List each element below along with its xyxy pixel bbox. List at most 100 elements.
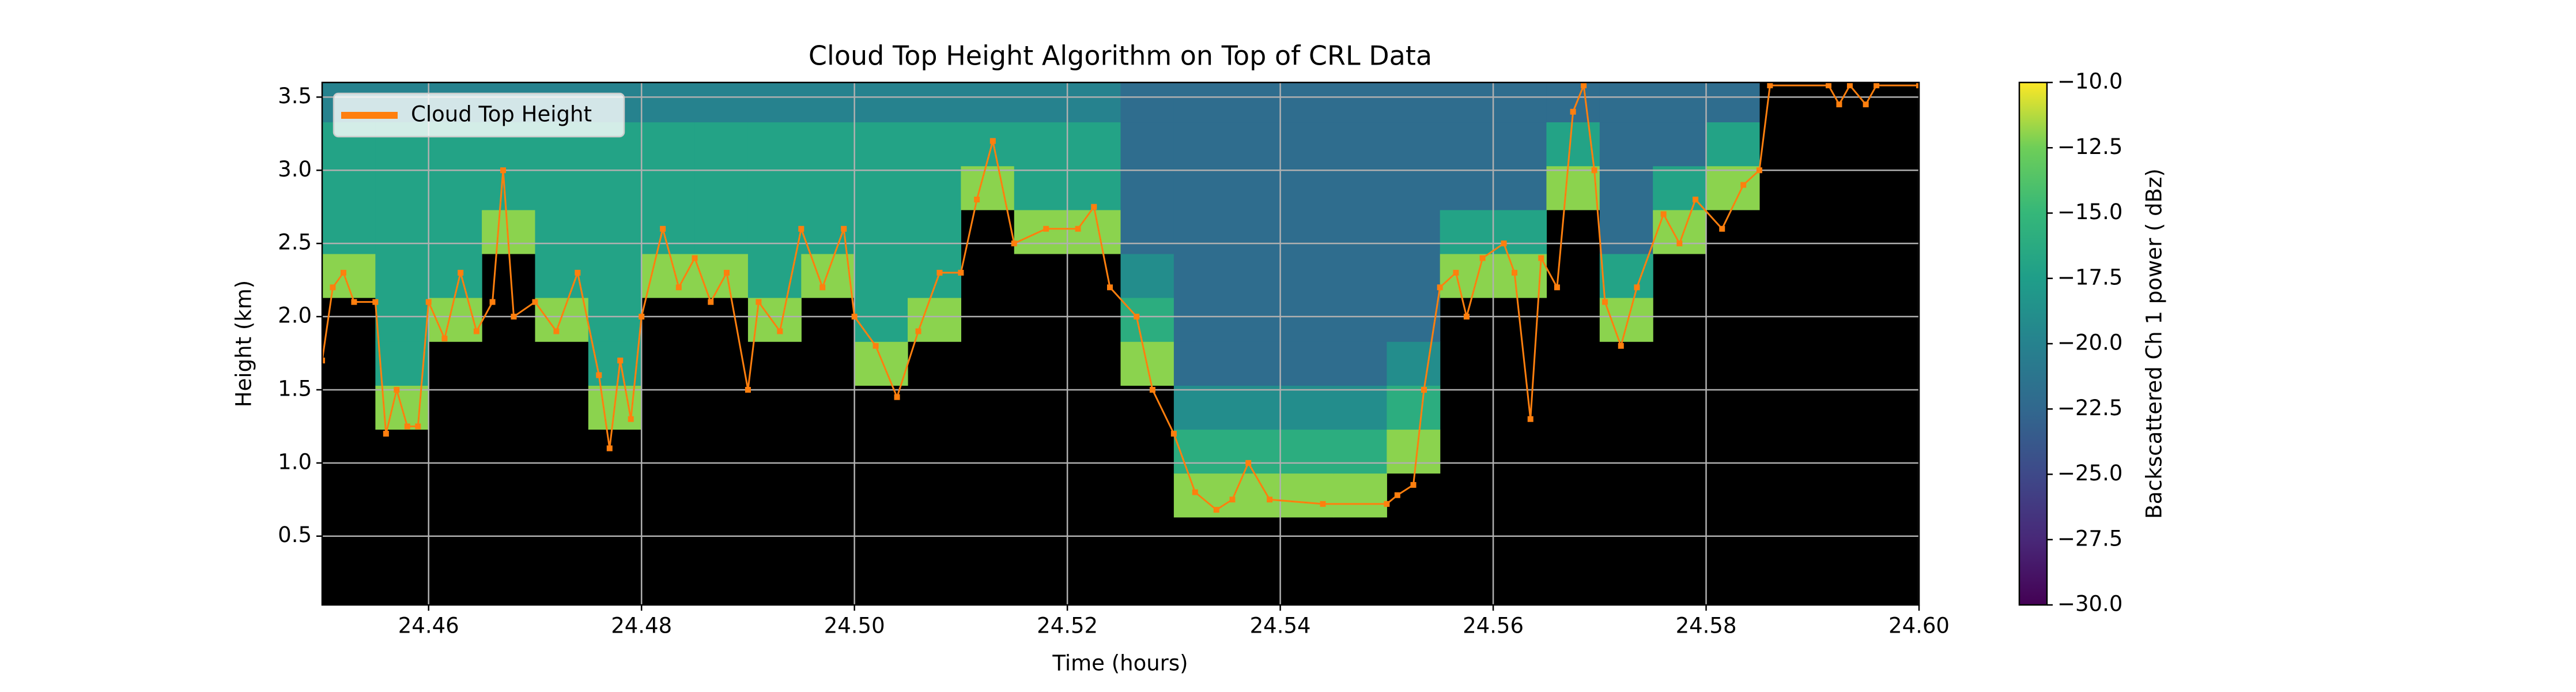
heatmap-cell — [854, 122, 908, 167]
y-tick-label: 1.5 — [278, 376, 312, 401]
series-marker — [1916, 82, 1919, 89]
heatmap-cell — [1014, 82, 1068, 123]
heatmap-cell — [1280, 473, 1334, 518]
heatmap-cell — [1440, 253, 1494, 298]
heatmap-cell — [375, 253, 429, 298]
series-marker — [596, 372, 602, 378]
heatmap-cell — [1599, 209, 1653, 254]
heatmap-cell — [641, 82, 696, 123]
series-marker — [1394, 492, 1400, 498]
x-tick-label: 24.46 — [398, 614, 459, 638]
series-marker — [628, 416, 634, 422]
heatmap-cell — [1440, 122, 1494, 167]
series-marker — [851, 314, 858, 320]
colorbar-tick-label: −20.0 — [2057, 330, 2122, 355]
colorbar-tick-label: −30.0 — [2057, 592, 2122, 616]
series-marker — [415, 423, 421, 430]
colorbar-tick-label: −22.5 — [2057, 396, 2122, 420]
x-tick-label: 24.48 — [611, 614, 672, 638]
y-tick-label: 3.5 — [278, 84, 312, 108]
y-tick-label: 0.5 — [278, 522, 312, 547]
heatmap-cell — [801, 122, 855, 167]
series-marker — [1693, 197, 1699, 203]
heatmap-cell — [1014, 122, 1068, 167]
colorbar-tick-label: −25.0 — [2057, 461, 2122, 486]
heatmap-cell — [1120, 82, 1174, 123]
heatmap-cell — [1280, 253, 1334, 298]
heatmap-cell — [1280, 298, 1334, 342]
heatmap-cell — [1493, 253, 1547, 298]
heatmap-cell — [854, 82, 908, 123]
heatmap-cell — [588, 298, 642, 342]
heatmap-cell — [1546, 122, 1600, 167]
series-marker — [777, 328, 783, 334]
heatmap-cell — [908, 298, 961, 342]
heatmap-cell — [1067, 82, 1121, 123]
series-marker — [1874, 82, 1880, 89]
chart-title: Cloud Top Height Algorithm on Top of CRL… — [809, 40, 1432, 72]
heatmap-cell — [1227, 473, 1281, 518]
heatmap-cell — [1387, 298, 1441, 342]
heatmap-cell — [641, 166, 696, 210]
series-marker — [1011, 240, 1017, 247]
heatmap-cell — [1280, 166, 1334, 210]
heatmap-cell — [854, 298, 908, 342]
heatmap-cell — [1227, 341, 1281, 386]
heatmap-cell — [1387, 166, 1441, 210]
heatmap-cell — [747, 122, 802, 167]
heatmap-cell — [747, 253, 802, 298]
series-marker — [1554, 284, 1560, 291]
heatmap-cell — [588, 166, 642, 210]
series-marker — [1501, 240, 1507, 247]
heatmap-cell — [1067, 166, 1121, 210]
heatmap-cell — [375, 209, 429, 254]
heatmap-cell — [1493, 166, 1547, 210]
x-axis-label: Time (hours) — [1052, 651, 1188, 676]
heatmap-cell — [1493, 122, 1547, 167]
heatmap-cell — [1440, 82, 1494, 123]
colorbar-tick-label: −10.0 — [2057, 69, 2122, 94]
series-marker — [372, 299, 379, 305]
heatmap-cell — [747, 82, 802, 123]
heatmap-cell — [1227, 166, 1281, 210]
axes: 24.46 24.48 24.50 24.52 24.54 24.56 24.58 24.60… — [278, 69, 2122, 638]
heatmap-cell — [375, 298, 429, 342]
series-marker — [1863, 101, 1869, 108]
series-marker — [511, 314, 517, 320]
heatmap-cell — [908, 253, 961, 298]
series-marker — [1756, 167, 1762, 174]
heatmap-cell — [694, 209, 749, 254]
series-marker — [1320, 501, 1326, 507]
series-marker — [1384, 501, 1390, 507]
series-marker — [1602, 299, 1608, 305]
heatmap-cell — [428, 209, 482, 254]
series-marker — [1463, 314, 1470, 320]
heatmap-cell — [1173, 166, 1227, 210]
series-marker — [745, 386, 751, 393]
colorbar-tick-label: −15.0 — [2057, 200, 2122, 224]
heatmap-cell — [961, 82, 1015, 123]
heatmap-cell — [1493, 82, 1547, 123]
series-marker — [1825, 82, 1831, 89]
heatmap-cell — [1120, 298, 1174, 342]
heatmap-cell — [1227, 298, 1281, 342]
heatmap-cell — [694, 122, 749, 167]
heatmap-cell — [1280, 82, 1334, 123]
heatmap-cell — [1706, 166, 1760, 210]
x-tick-label: 24.50 — [824, 614, 885, 638]
series-layer — [322, 82, 1919, 513]
series-marker — [1846, 82, 1853, 89]
series-marker — [639, 314, 645, 320]
colorbar — [2018, 81, 2048, 606]
series-marker — [974, 197, 980, 203]
y-tick-label: 2.0 — [278, 303, 312, 328]
series-marker — [575, 269, 581, 276]
series-marker — [1170, 431, 1177, 437]
heatmap-cell — [1333, 473, 1387, 518]
heatmap-cell — [1333, 82, 1387, 123]
series-marker — [1437, 284, 1443, 291]
heatmap-cell — [1280, 209, 1334, 254]
heatmap-cell — [1440, 166, 1494, 210]
series-marker — [1410, 482, 1417, 488]
